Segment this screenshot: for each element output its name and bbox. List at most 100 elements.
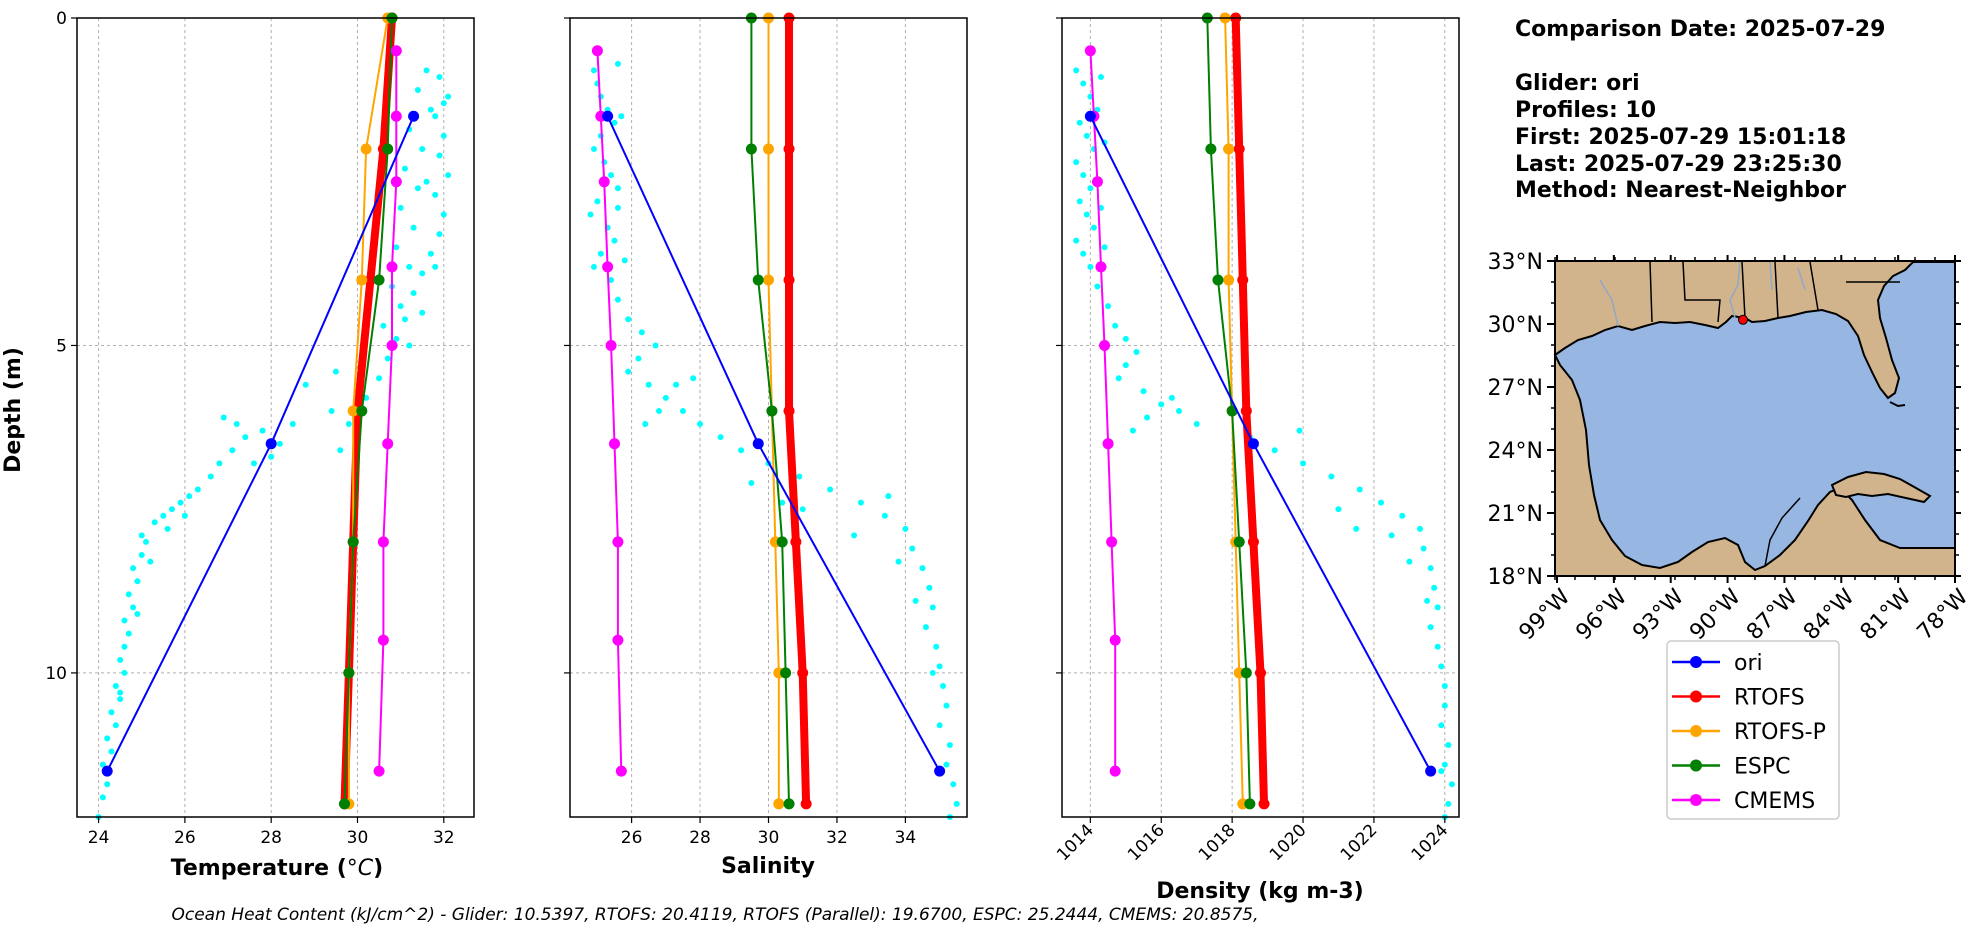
glider-raw-point — [1438, 663, 1445, 670]
glider-raw-point — [608, 172, 615, 179]
glider-raw-point — [104, 735, 111, 742]
glider-raw-point — [117, 696, 124, 703]
x-tick-label: 28 — [689, 828, 711, 848]
glider-raw-point — [1105, 303, 1112, 310]
glider-raw-point — [881, 512, 888, 519]
glider-raw-point — [936, 663, 943, 670]
glider-raw-point — [1168, 394, 1175, 401]
glider-raw-point — [885, 493, 892, 500]
ohc-footer: Ocean Heat Content (kJ/cm^2) - Glider: 1… — [172, 905, 1259, 925]
glider-raw-point — [393, 335, 400, 342]
series-point-ori — [408, 110, 420, 122]
series-point-cmems — [390, 45, 402, 57]
info-first: First: 2025-07-29 15:01:18 — [1515, 125, 1846, 150]
glider-raw-point — [857, 499, 864, 506]
series-point-rtofs-p — [773, 798, 785, 810]
series-point-rtofs-p — [356, 274, 368, 286]
glider-raw-point — [419, 309, 426, 316]
glider-raw-point — [380, 322, 387, 329]
glider-raw-point — [943, 702, 950, 709]
glider-raw-point — [419, 145, 426, 152]
glider-raw-point — [1094, 283, 1101, 290]
glider-raw-point — [328, 407, 335, 414]
series-point-cmems — [373, 765, 385, 777]
cuba-island — [1830, 470, 1932, 504]
glider-raw-point — [410, 290, 417, 297]
glider-raw-point — [233, 421, 240, 428]
glider-raw-point — [1087, 263, 1094, 270]
series-point-ori — [101, 765, 113, 777]
series-point-espc — [343, 667, 355, 679]
glider-raw-point — [108, 748, 115, 755]
glider-raw-point — [108, 709, 115, 716]
series-point-cmems — [1099, 339, 1111, 351]
glider-raw-point — [1335, 506, 1342, 513]
glider-raw-point — [1080, 250, 1087, 257]
glider-raw-point — [645, 381, 652, 388]
glider-raw-point — [194, 486, 201, 493]
glider-raw-point — [143, 538, 150, 545]
x-tick-label: 32 — [433, 828, 455, 848]
series-point-cmems — [1102, 438, 1114, 450]
series-point-rtofs — [1233, 143, 1245, 155]
glider-raw-point — [594, 198, 601, 205]
series-point-espc — [745, 143, 757, 155]
series-point-cmems — [1106, 536, 1118, 548]
glider-raw-point — [1388, 532, 1395, 539]
series-point-rtofs-p — [1223, 274, 1235, 286]
series-point-ori — [1084, 110, 1096, 122]
glider-raw-point — [181, 512, 188, 519]
glider-raw-point — [1073, 67, 1080, 74]
glider-raw-point — [902, 525, 909, 532]
glider-raw-point — [1080, 80, 1087, 87]
glider-raw-point — [614, 185, 621, 192]
series-point-espc — [752, 274, 764, 286]
legend-marker-ori — [1690, 656, 1702, 668]
y-tick-label: 10 — [45, 664, 67, 684]
glider-raw-point — [99, 761, 106, 768]
series-point-espc — [1240, 667, 1252, 679]
series-point-cmems — [382, 438, 394, 450]
glider-raw-point — [1122, 335, 1129, 342]
glider-raw-point — [160, 512, 167, 519]
glider-raw-point — [690, 375, 697, 382]
glider-raw-point — [440, 211, 447, 218]
legend-label-ori: ori — [1734, 651, 1763, 676]
glider-raw-point — [1122, 362, 1129, 369]
glider-raw-point — [748, 479, 755, 486]
series-point-rtofs-p — [1223, 143, 1235, 155]
glider-raw-point — [134, 610, 141, 617]
series-point-espc — [382, 143, 394, 155]
glider-raw-point — [427, 250, 434, 257]
glider-raw-point — [1115, 375, 1122, 382]
map-lat-label: 30°N — [1488, 313, 1543, 338]
glider-raw-point — [895, 558, 902, 565]
axes-frame — [1061, 17, 1460, 818]
series-point-rtofs-p — [763, 274, 774, 286]
glider-raw-point — [1427, 624, 1434, 631]
glider-raw-point — [738, 447, 745, 454]
map-lat-label: 33°N — [1488, 250, 1543, 275]
glider-raw-point — [953, 800, 960, 807]
glider-raw-point — [799, 506, 806, 513]
glider-position-marker — [1738, 314, 1748, 325]
info-last: Last: 2025-07-29 23:25:30 — [1515, 152, 1842, 177]
glider-raw-point — [427, 106, 434, 113]
glider-raw-point — [590, 67, 597, 74]
legend-label-cmems: CMEMS — [1734, 789, 1815, 814]
series-point-espc — [1205, 143, 1217, 155]
x-tick-label: 32 — [826, 828, 848, 848]
glider-raw-point — [125, 591, 132, 598]
legend-marker-espc — [1690, 759, 1702, 772]
series-point-cmems — [1109, 634, 1121, 646]
glider-raw-point — [147, 558, 154, 565]
glider-raw-point — [618, 113, 625, 120]
series-point-rtofs-p — [347, 405, 359, 417]
glider-raw-point — [912, 597, 919, 604]
glider-raw-point — [673, 381, 680, 388]
glider-raw-point — [138, 552, 145, 559]
legend-marker-rtofs — [1690, 690, 1702, 703]
series-point-espc — [356, 405, 368, 417]
glider-raw-point — [406, 263, 413, 270]
